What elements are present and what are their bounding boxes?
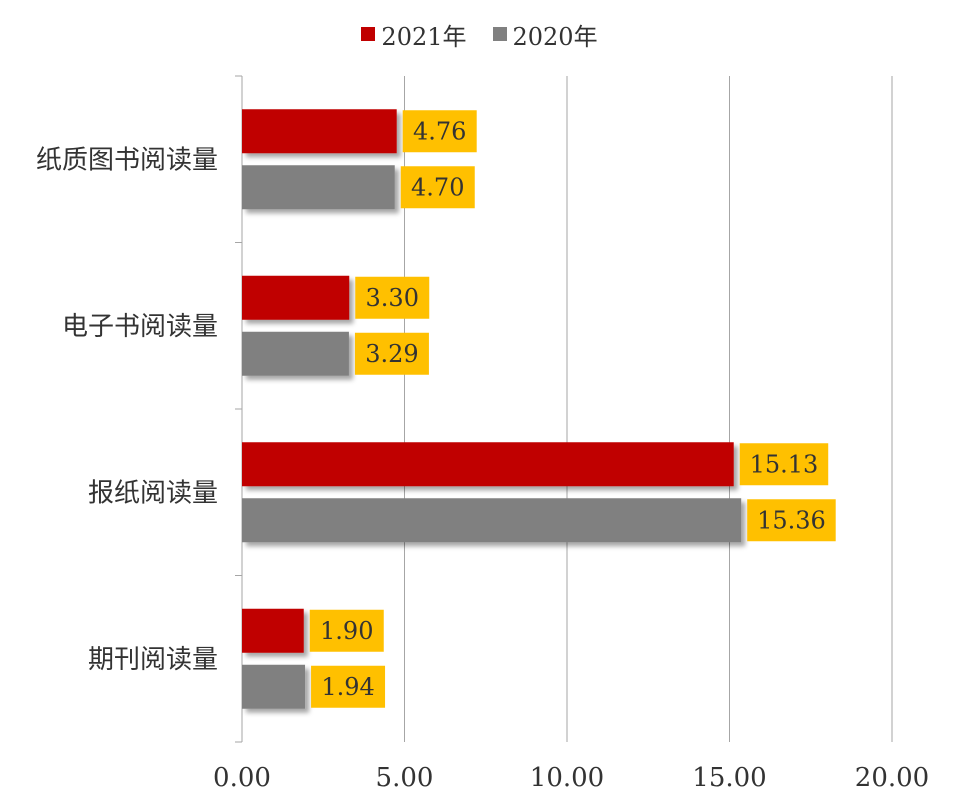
bars (242, 109, 742, 709)
category-label: 期刊阅读量 (88, 645, 218, 675)
legend-item-2021: 2021年 (361, 17, 467, 52)
bar-2020 (242, 498, 742, 543)
data-label: 15.36 (757, 506, 826, 534)
bar-2021 (242, 109, 397, 154)
x-tick-label: 5.00 (376, 763, 434, 793)
legend-swatch-2020 (492, 27, 507, 41)
bar-2020 (242, 331, 349, 376)
legend: 2021年 2020年 (0, 14, 959, 54)
legend-label-2021: 2021年 (381, 22, 467, 51)
legend-item-2020: 2020年 (492, 17, 598, 52)
x-tick-label: 0.00 (213, 763, 271, 793)
grid-lines (404, 76, 893, 742)
category-label: 报纸阅读量 (88, 478, 218, 508)
x-tick-label: 20.00 (855, 763, 929, 793)
data-label-box (747, 499, 836, 542)
legend-swatch-2021 (361, 27, 376, 41)
bar-2021 (242, 608, 304, 653)
bar-2020 (242, 664, 306, 709)
data-label-box (402, 110, 477, 153)
axes (235, 75, 243, 743)
data-label-box (355, 276, 430, 319)
data-label: 3.30 (366, 284, 419, 312)
data-label: 1.94 (321, 673, 374, 701)
x-tick-label: 15.00 (692, 763, 766, 793)
data-label-box (739, 443, 829, 486)
bar-2020 (242, 165, 395, 210)
data-label: 3.29 (365, 340, 418, 368)
data-label: 4.76 (413, 117, 466, 145)
legend-label-2020: 2020年 (512, 22, 598, 51)
category-label: 电子书阅读量 (62, 312, 218, 342)
data-label-box (354, 332, 429, 375)
data-label-box (309, 609, 384, 652)
bar-2021 (242, 275, 350, 320)
data-label: 15.13 (750, 450, 819, 478)
data-label-box (400, 166, 475, 209)
labels: 0.00 5.00 10.00 15.00 20.00 纸质图书阅读量 4.76 4.70 电子… (36, 110, 929, 793)
data-label-box (311, 665, 386, 708)
category-label: 纸质图书阅读量 (36, 145, 218, 175)
bar-2021 (242, 442, 734, 487)
data-label: 1.90 (320, 617, 373, 645)
x-tick-label: 10.00 (530, 763, 604, 793)
data-label: 4.70 (411, 173, 464, 201)
